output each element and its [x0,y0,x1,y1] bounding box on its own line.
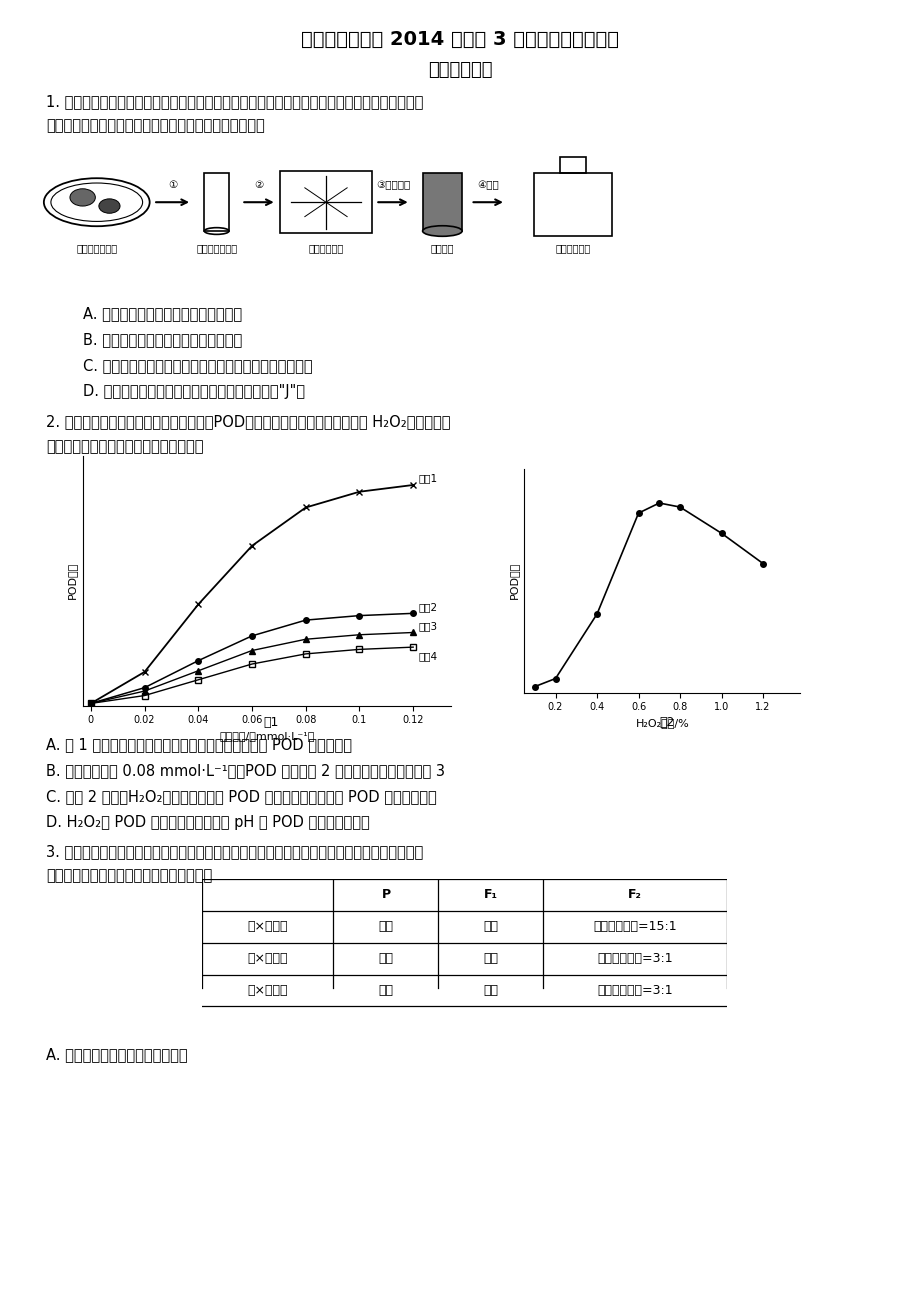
Text: ①: ① [168,180,177,190]
Text: 酚类1: 酚类1 [418,473,437,483]
Bar [533,173,611,236]
Text: 乙×非凸耳: 乙×非凸耳 [247,952,288,965]
Text: ③加培养液: ③加培养液 [376,180,410,190]
Text: D. H₂O₂对 POD 活性的影响与温度和 pH 对 POD 活性的影响相同: D. H₂O₂对 POD 活性的影响与温度和 pH 对 POD 活性的影响相同 [46,815,369,831]
Text: 应，结果如下图所示。相关说法正确的是: 应，结果如下图所示。相关说法正确的是 [46,439,203,454]
Text: A. 凸耳性状是由两对等位基因控制: A. 凸耳性状是由两对等位基因控制 [46,1047,187,1062]
Text: 人脐带组织碎块: 人脐带组织碎块 [76,243,118,253]
X-axis label: H₂O₂浓度/%: H₂O₂浓度/% [635,717,688,728]
Bar [204,173,229,230]
Text: 2. 研究人员从木耳菜中提取过氧化物酶（POD），分别与四种不同酚类物质及 H₂O₂进行催化反: 2. 研究人员从木耳菜中提取过氧化物酶（POD），分别与四种不同酚类物质及 H₂… [46,414,450,430]
Text: A. 人脐带间充质干细胞属于多能干细胞: A. 人脐带间充质干细胞属于多能干细胞 [83,306,242,322]
Text: F₂: F₂ [628,888,641,901]
Text: 凸耳: 凸耳 [482,984,498,997]
Bar [560,156,584,173]
Text: A. 图 1 所示的实验目的是探究不同酚类物质的浓度对 POD 活性的影响: A. 图 1 所示的实验目的是探究不同酚类物质的浓度对 POD 活性的影响 [46,737,352,753]
Text: 酚类4: 酚类4 [418,651,437,661]
Text: 凸耳: 凸耳 [378,984,393,997]
Text: 凸耳：非凸耳=3:1: 凸耳：非凸耳=3:1 [596,984,672,997]
Text: B. 当底物浓度为 0.08 mmol·L⁻¹时，POD 催化酚类 2 的反应速率一定大于酚类 3: B. 当底物浓度为 0.08 mmol·L⁻¹时，POD 催化酚类 2 的反应速… [46,763,445,779]
Y-axis label: POD活性: POD活性 [508,562,518,599]
Text: 甲×非凸耳: 甲×非凸耳 [247,921,288,934]
Y-axis label: POD活性: POD活性 [67,562,77,599]
Text: P: P [381,888,390,901]
Bar [280,171,371,233]
Circle shape [70,189,96,206]
Text: C. 由图 2 可知，H₂O₂浓度过高会抑制 POD 的活性，降低浓度后 POD 活性就会恢复: C. 由图 2 可知，H₂O₂浓度过高会抑制 POD 的活性，降低浓度后 POD… [46,789,437,805]
Text: F₁: F₁ [483,888,497,901]
Text: 北京市石景山区 2014 届高三 3 月统一测试（一模）: 北京市石景山区 2014 届高三 3 月统一测试（一模） [301,30,618,49]
Text: 培养人脐带间充质干细胞的大致过程，相关说法错误的是: 培养人脐带间充质干细胞的大致过程，相关说法错误的是 [46,118,265,134]
Text: 酚类2: 酚类2 [418,603,437,612]
Text: ④接种: ④接种 [477,180,498,190]
Text: 凸耳: 凸耳 [378,952,393,965]
Text: 分散的单个细胞: 分散的单个细胞 [196,243,237,253]
Text: 丙×非凸耳: 丙×非凸耳 [247,984,288,997]
Text: 凸耳：非凸耳=15:1: 凸耳：非凸耳=15:1 [593,921,676,934]
Text: 图2: 图2 [659,716,674,729]
Text: 3. 油菜的凸耳和非凸耳是一对相对性状，用甲、乙、丙三株凸耳油菜分别与非凸耳油菜进行杂交: 3. 油菜的凸耳和非凸耳是一对相对性状，用甲、乙、丙三株凸耳油菜分别与非凸耳油菜… [46,844,423,859]
Text: 振荡混匀: 振荡混匀 [430,243,454,253]
Text: 1. 人脐带间充质干细胞在特定诱导条件下，可分化为脂肪、肝、神经等多种组织细胞。下图表示: 1. 人脐带间充质干细胞在特定诱导条件下，可分化为脂肪、肝、神经等多种组织细胞。… [46,94,423,109]
Circle shape [98,199,119,214]
Text: 图1: 图1 [264,716,278,729]
Text: B. 通过离心去上清液可以除去膜蛋白酶: B. 通过离心去上清液可以除去膜蛋白酶 [83,332,242,348]
Text: 酚类3: 酚类3 [418,621,437,631]
Text: 凸耳：非凸耳=3:1: 凸耳：非凸耳=3:1 [596,952,672,965]
Text: 离心去上清液: 离心去上清液 [308,243,343,253]
Text: 培养瓶中培养: 培养瓶中培养 [555,243,590,253]
Ellipse shape [422,225,461,236]
Text: 实验，结果如下表所示。相关说法错误的是: 实验，结果如下表所示。相关说法错误的是 [46,868,212,884]
Text: ②: ② [254,180,264,190]
Text: C. 在超净台上操作可满足细胞培养所需的无毒、无菌条件: C. 在超净台上操作可满足细胞培养所需的无毒、无菌条件 [83,358,312,374]
Text: 凸耳: 凸耳 [482,952,498,965]
Text: D. 出现接触抑制前，培养瓶中的细胞数量增长呈"J"型: D. 出现接触抑制前，培养瓶中的细胞数量增长呈"J"型 [83,384,304,400]
Text: 凸耳: 凸耳 [378,921,393,934]
Text: 理综生物试卷: 理综生物试卷 [427,61,492,79]
X-axis label: 底物浓度/（mmol·L⁻¹）: 底物浓度/（mmol·L⁻¹） [219,730,314,741]
Text: 凸耳: 凸耳 [482,921,498,934]
Bar [422,173,461,230]
